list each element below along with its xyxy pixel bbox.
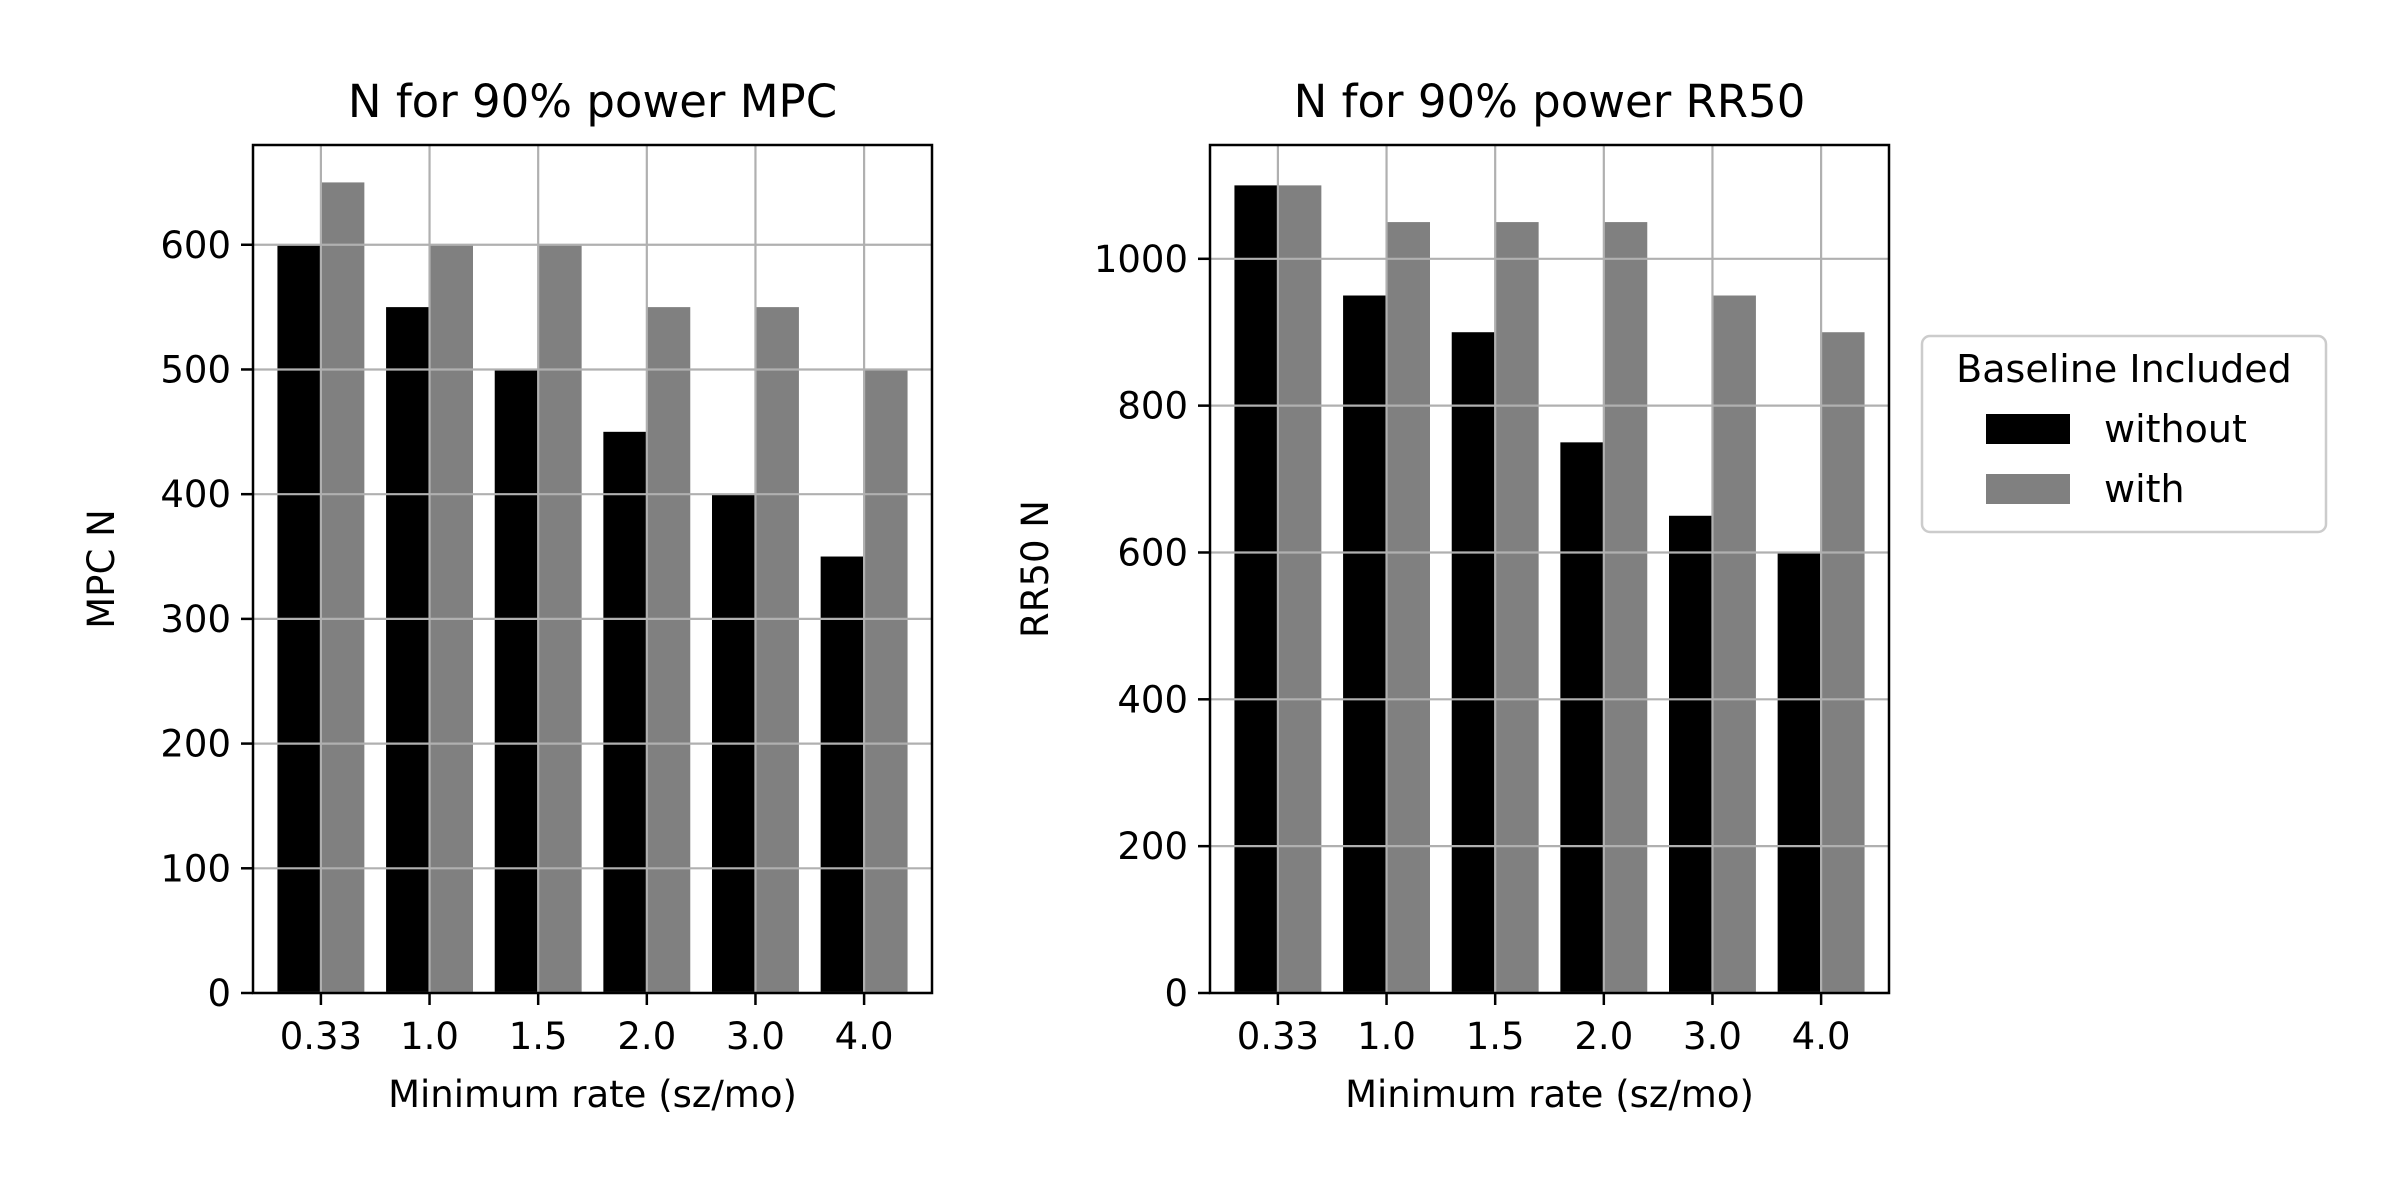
bar-mpc-without-2.0 — [603, 432, 646, 993]
xtick-label-mpc-1.0: 1.0 — [400, 1015, 459, 1058]
bar-rr50-with-4.0 — [1821, 332, 1864, 993]
xtick-label-mpc-4.0: 4.0 — [835, 1015, 894, 1058]
bar-rr50-without-4.0 — [1778, 552, 1821, 993]
ytick-label-rr50-200: 200 — [1117, 825, 1188, 868]
xaxis-label-rr50: Minimum rate (sz/mo) — [1345, 1073, 1754, 1116]
ytick-label-rr50-400: 400 — [1117, 678, 1188, 721]
legend-swatch-without — [1986, 414, 2070, 444]
chart-title-rr50: N for 90% power RR50 — [1294, 75, 1806, 128]
bar-rr50-without-1.5 — [1452, 332, 1495, 993]
xtick-label-mpc-0.33: 0.33 — [280, 1015, 362, 1058]
xtick-label-rr50-1.0: 1.0 — [1357, 1015, 1416, 1058]
bar-mpc-without-1.0 — [386, 307, 429, 993]
ytick-label-rr50-0: 0 — [1164, 972, 1188, 1015]
yaxis-label-mpc: MPC N — [80, 509, 123, 629]
xaxis-label-mpc: Minimum rate (sz/mo) — [388, 1073, 797, 1116]
legend-swatch-with — [1986, 474, 2070, 504]
xtick-label-mpc-2.0: 2.0 — [617, 1015, 676, 1058]
legend-title: Baseline Included — [1956, 347, 2292, 391]
xtick-label-rr50-4.0: 4.0 — [1792, 1015, 1851, 1058]
ytick-label-rr50-600: 600 — [1117, 531, 1188, 574]
ytick-label-mpc-300: 300 — [160, 598, 231, 641]
legend-label-with: with — [2104, 467, 2185, 511]
bar-rr50-with-1.5 — [1495, 222, 1538, 993]
bar-rr50-with-2.0 — [1604, 222, 1647, 993]
chart-rr50: 0 200 400 600 800 1000 0.33 1.0 1.5 2.0 3.0 4.0 N fo… — [1014, 75, 1889, 1116]
ytick-label-mpc-100: 100 — [160, 847, 231, 890]
ytick-label-rr50-1000: 1000 — [1094, 238, 1188, 281]
bar-rr50-with-0.33 — [1278, 185, 1321, 993]
chart-mpc: 0 100 200 300 400 500 600 0.33 1.0 1.5 2.0 3.0 4.0 N … — [80, 75, 932, 1116]
bar-mpc-with-2.0 — [647, 307, 690, 993]
bar-rr50-with-3.0 — [1712, 296, 1755, 993]
ytick-label-mpc-500: 500 — [160, 348, 231, 391]
bar-rr50-without-3.0 — [1669, 516, 1712, 993]
bar-mpc-without-4.0 — [821, 557, 864, 993]
bar-mpc-with-3.0 — [755, 307, 798, 993]
yaxis-label-rr50: RR50 N — [1014, 500, 1057, 638]
xtick-label-rr50-3.0: 3.0 — [1683, 1015, 1742, 1058]
ytick-label-mpc-0: 0 — [207, 972, 231, 1015]
bar-rr50-without-1.0 — [1343, 296, 1386, 993]
bar-mpc-with-4.0 — [864, 369, 907, 993]
xtick-label-mpc-3.0: 3.0 — [726, 1015, 785, 1058]
ytick-label-mpc-200: 200 — [160, 723, 231, 766]
xtick-label-mpc-1.5: 1.5 — [509, 1015, 568, 1058]
bar-rr50-without-0.33 — [1234, 185, 1277, 993]
xtick-label-rr50-1.5: 1.5 — [1466, 1015, 1525, 1058]
bar-mpc-without-1.5 — [495, 369, 538, 993]
ytick-label-rr50-800: 800 — [1117, 385, 1188, 428]
xtick-label-rr50-2.0: 2.0 — [1574, 1015, 1633, 1058]
legend: Baseline Included without with — [1922, 336, 2326, 532]
legend-label-without: without — [2104, 407, 2247, 451]
ytick-label-mpc-600: 600 — [160, 224, 231, 267]
xtick-label-rr50-0.33: 0.33 — [1237, 1015, 1319, 1058]
chart-title-mpc: N for 90% power MPC — [348, 75, 837, 128]
bar-rr50-without-2.0 — [1560, 442, 1603, 993]
bar-mpc-with-0.33 — [321, 182, 364, 993]
ytick-label-mpc-400: 400 — [160, 473, 231, 516]
bar-rr50-with-1.0 — [1387, 222, 1430, 993]
